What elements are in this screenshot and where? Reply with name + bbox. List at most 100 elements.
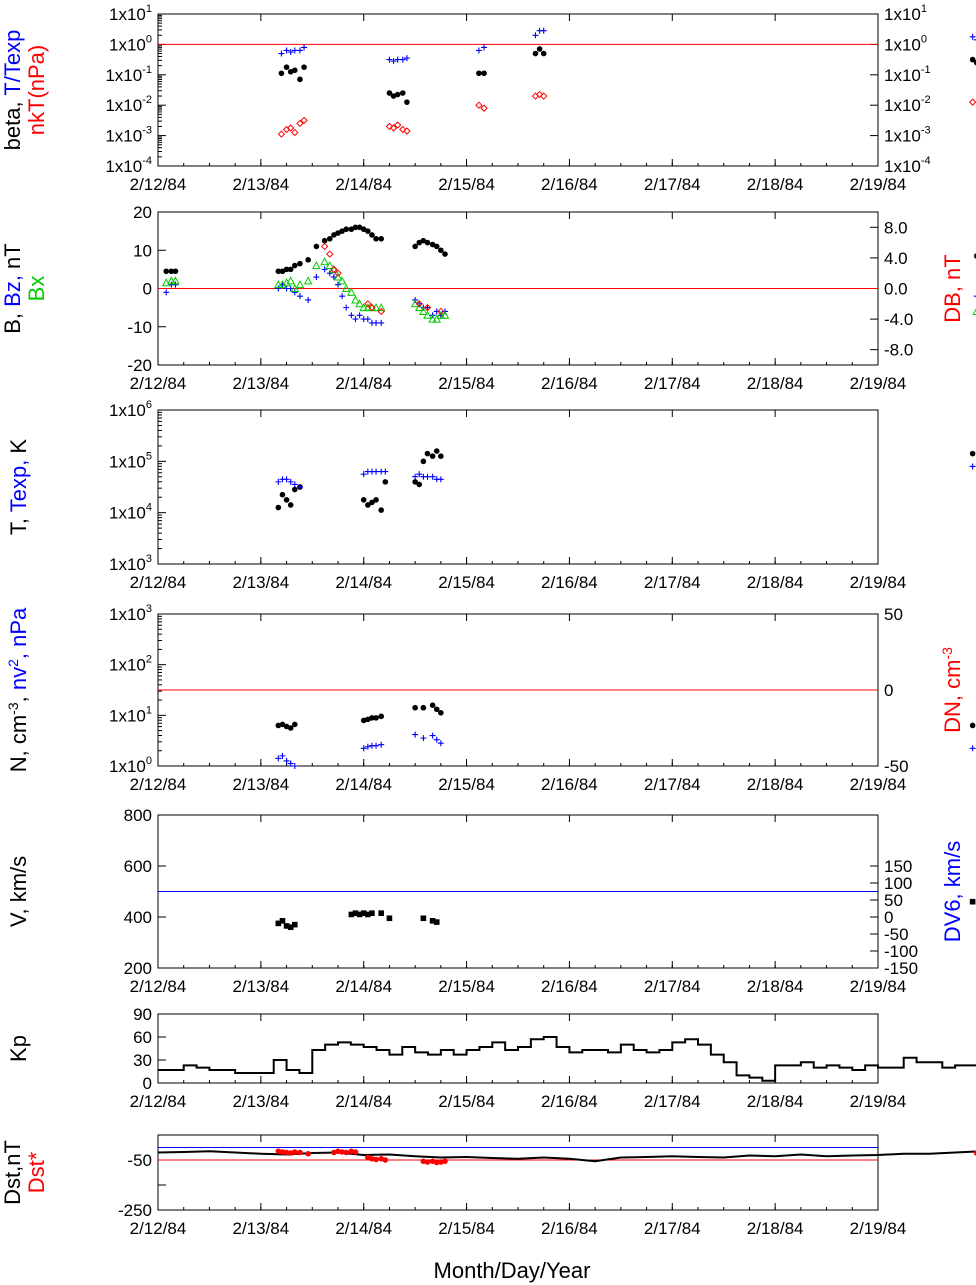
x-tick-label: 2/16/84: [541, 1092, 598, 1111]
data-point: [283, 497, 290, 503]
x-tick-label: 2/19/84: [850, 977, 907, 996]
data-point: [433, 1159, 440, 1166]
data-point: [321, 237, 328, 244]
data-point: [305, 1150, 311, 1157]
data-point: [369, 715, 375, 721]
data-point: [378, 910, 384, 916]
data-point: [283, 47, 290, 54]
data-point: [359, 303, 369, 312]
data-point: [433, 736, 440, 743]
data-point: [352, 1149, 359, 1155]
data-point: [394, 91, 401, 98]
data-point: [341, 283, 351, 292]
data-point: [429, 453, 436, 460]
x-tick-label: 2/14/84: [335, 374, 392, 393]
x-tick-label: 2/12/84: [130, 775, 187, 794]
data-point: [969, 33, 976, 40]
data-point: [291, 47, 298, 54]
data-point: [973, 295, 976, 297]
data-point: [325, 260, 335, 270]
data-point: [424, 450, 431, 457]
data-point: [172, 268, 179, 275]
series-nv2: [275, 731, 976, 769]
x-tick-label: 2/12/84: [130, 175, 187, 194]
x-tick-label: 2/14/84: [335, 175, 392, 194]
data-point: [274, 280, 283, 289]
y-right-tick-label: -50: [884, 757, 909, 776]
data-point: [364, 743, 371, 750]
data-point: [297, 260, 303, 267]
series-bz: [163, 266, 976, 326]
data-point: [360, 745, 367, 752]
data-point: [369, 232, 375, 238]
y-tick-label: 0: [143, 280, 152, 299]
y-right-tick-label: 1x10-3: [884, 125, 931, 146]
y-right-tick-label: 1x101: [884, 3, 927, 24]
data-point: [287, 49, 294, 55]
data-point: [535, 90, 544, 99]
series-kp: [158, 1036, 976, 1082]
data-point: [172, 281, 179, 288]
series-t: [275, 448, 976, 513]
data-point: [286, 124, 295, 132]
data-point: [424, 473, 431, 480]
data-point: [301, 64, 307, 70]
y-tick-label: 600: [124, 857, 152, 876]
x-tick-label: 2/17/84: [644, 1092, 701, 1111]
data-point: [283, 923, 290, 929]
x-tick-label: 2/18/84: [747, 1219, 804, 1238]
x-tick-label: 2/12/84: [130, 1092, 187, 1111]
data-point: [287, 725, 294, 731]
data-point: [355, 299, 364, 308]
data-point: [275, 268, 282, 275]
data-point: [326, 270, 333, 277]
series-dst-: [275, 1148, 976, 1166]
y-axis-label-right: DV6, km/s: [940, 841, 965, 942]
data-point: [292, 67, 298, 74]
data-point: [313, 274, 320, 281]
data-point: [442, 1158, 448, 1165]
series-b: [163, 224, 976, 275]
y-right-tick-label: 1x10-4: [884, 155, 931, 176]
series-dst: [157, 1150, 976, 1163]
x-tick-label: 2/16/84: [541, 1219, 598, 1238]
data-point: [416, 481, 423, 488]
series-db: [320, 242, 445, 316]
data-point: [973, 39, 976, 41]
y-right-tick-label: 100: [884, 874, 912, 893]
data-point: [376, 303, 386, 312]
y-axis-label-secondary: Bx: [24, 276, 49, 302]
x-tick-label: 2/17/84: [644, 775, 701, 794]
data-point: [292, 1149, 298, 1155]
data-point: [475, 47, 482, 54]
data-point: [163, 268, 170, 275]
data-point: [291, 481, 298, 488]
data-point: [348, 312, 355, 319]
data-point: [286, 276, 296, 285]
data-point: [420, 735, 427, 742]
data-point: [301, 44, 308, 51]
plot-frame: [157, 13, 879, 167]
x-tick-label: 2/12/84: [130, 374, 187, 393]
data-point: [378, 319, 385, 326]
panel-kp: 2/12/84 2/13/84 2/14/84 2/15/84 2/16/84 2/17/…: [6, 1005, 976, 1111]
data-point: [475, 101, 483, 109]
x-tick-label: 2/15/84: [438, 573, 495, 592]
y-tick-label: 1x10-2: [105, 94, 152, 115]
data-point: [291, 128, 299, 137]
data-point: [373, 468, 380, 475]
data-point: [420, 458, 427, 465]
data-point: [300, 116, 308, 125]
data-point: [291, 289, 298, 296]
data-point: [969, 450, 976, 457]
data-point: [351, 295, 360, 304]
data-point: [335, 281, 341, 288]
y-tick-label: 200: [124, 959, 152, 978]
data-point: [373, 319, 380, 326]
data-point: [433, 448, 440, 454]
series-n: [275, 702, 976, 731]
data-point: [415, 300, 423, 308]
y-right-tick-label: -4.0: [884, 310, 913, 329]
data-point: [292, 721, 298, 728]
data-point: [429, 473, 436, 480]
